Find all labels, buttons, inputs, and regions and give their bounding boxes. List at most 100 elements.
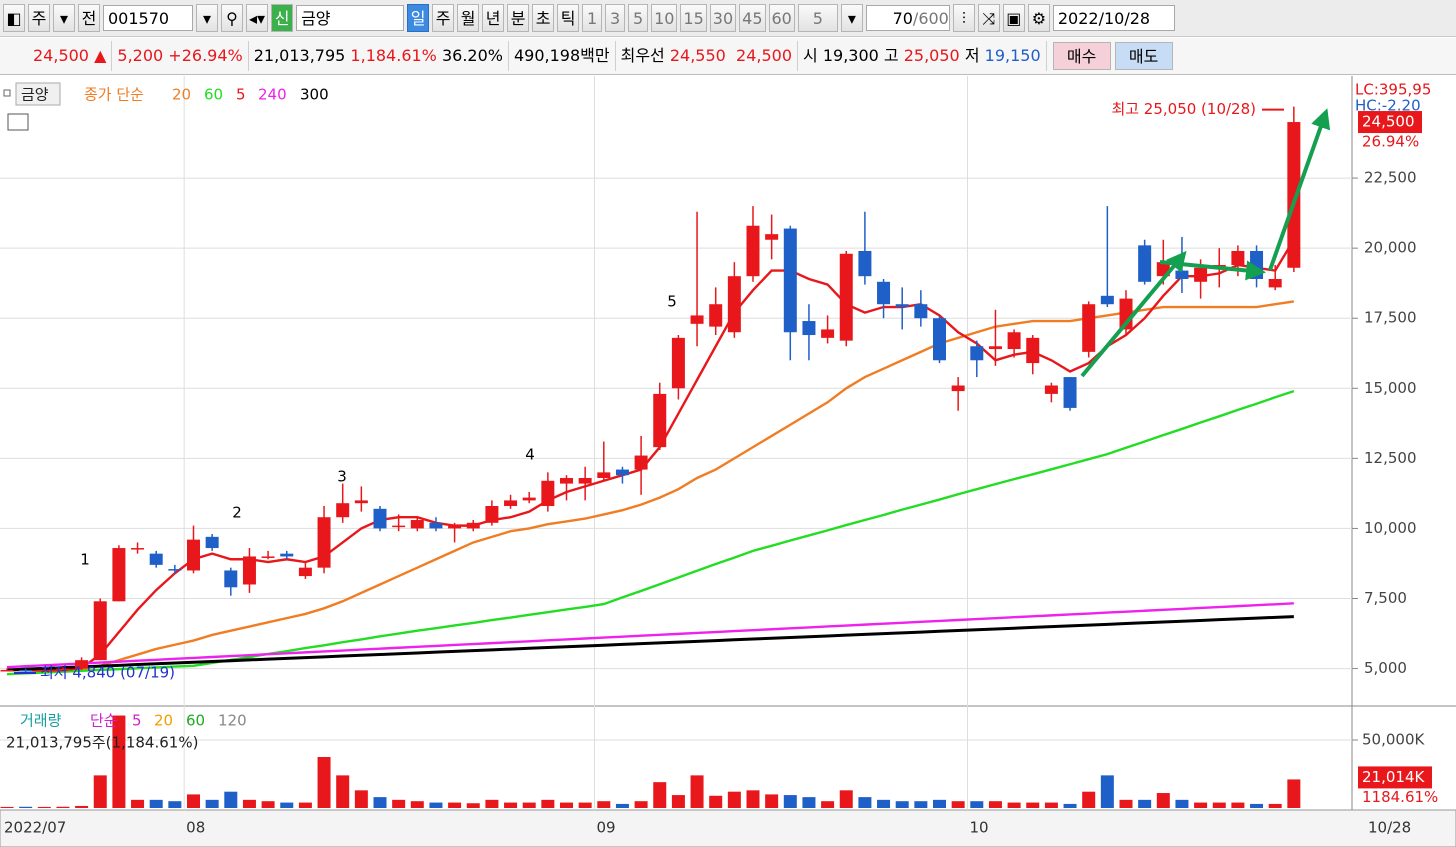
volume-bar [1100,775,1114,808]
candle-body [19,669,33,672]
candle-body [1268,278,1282,288]
interval[interactable]: 5 [628,4,649,32]
interval[interactable]: 10 [651,4,678,32]
period-year[interactable]: 년 [482,4,505,32]
volume: 21,013,795 1,184.61% 36.20% [249,41,509,71]
x-tick-label: 10 [969,819,988,837]
volume-bar [615,803,629,808]
period-month[interactable]: 월 [457,4,480,32]
legend-entry: 5 [132,712,142,730]
interval[interactable]: 15 [680,4,707,32]
volume-bar [485,799,499,808]
volume-bar [671,795,685,808]
settings-button[interactable]: ⚙ [1027,4,1050,32]
dropdown[interactable]: ▾ [196,4,218,32]
volume-bar [541,799,555,808]
bid: 24,500 [736,46,792,65]
high: 25,050 [903,46,960,65]
volume-bar [336,775,350,808]
interval[interactable]: 1 [582,4,603,32]
candle-body [504,500,518,507]
legend-entry: 240 [258,86,287,104]
legend-name: 거래량 [20,712,62,730]
candle-body [877,281,891,305]
y-tick-label: 10,000 [1364,519,1417,537]
volume-bar [168,801,182,808]
x-tick-label: 09 [596,819,615,837]
interval[interactable]: 45 [739,4,766,32]
turnover: 36.20% [441,46,503,65]
search-button[interactable]: ⚲ [221,4,243,32]
candle-body [187,539,200,571]
icon[interactable]: ◧ [3,4,25,32]
sell-button[interactable]: 매도 [1114,42,1173,70]
volume-bar [187,794,200,808]
candle-body [373,508,387,529]
buy-button[interactable]: 매수 [1052,42,1111,70]
tool-button[interactable]: ⫶ [952,4,975,32]
sound-button[interactable]: ◂▾ [246,4,269,32]
volume-bar [1156,793,1170,808]
interval-select[interactable]: 5 [797,4,838,32]
last-volume-box [1358,766,1432,789]
period-day[interactable]: 일 [407,4,430,32]
candle-body [914,304,928,319]
period-tick[interactable]: 틱 [557,4,580,32]
candle-body [839,253,853,341]
period-second[interactable]: 초 [532,4,555,32]
dropdown[interactable]: ▾ [53,4,75,32]
date-input[interactable]: 2022/10/28 [1052,5,1175,31]
volume-bar [951,801,965,808]
arrow [1268,108,1331,271]
volume-bar [765,794,779,808]
label: 고 [883,46,899,65]
candle-body [56,668,70,671]
legend-name: 금양 [21,86,49,104]
volume-bar [93,775,107,808]
name-input[interactable]: 금양 [296,5,405,31]
period-week[interactable]: 주 [432,4,455,32]
volume-bar [131,799,145,808]
candle-body [242,556,256,585]
tool-button[interactable]: ⤨ [977,4,1000,32]
last-volume-change: 1184.61% [1362,788,1438,806]
count-input[interactable]: 70/600 [865,5,950,31]
dropdown[interactable]: ▾ [840,4,863,32]
interval[interactable]: 30 [709,4,737,32]
legend-name-box [15,82,61,106]
change: 5,200 +26.94% [112,41,249,71]
y-tick-label: 7,500 [1364,589,1407,607]
interval[interactable]: 3 [605,4,626,32]
credit-badge[interactable]: 신 [271,4,294,32]
ma-line [7,300,1295,672]
volume-bar [988,801,1002,808]
volume-bar [280,802,294,808]
y-tick-label: 17,500 [1364,309,1417,327]
volume-bar [373,797,387,808]
volume-bar [1119,799,1133,808]
volume-bar [970,801,984,808]
volume-bar [858,797,872,808]
candle-body [75,660,89,669]
candle-body [1026,337,1040,364]
interval[interactable]: 60 [768,4,795,32]
arrow [1159,260,1266,281]
market-select[interactable]: 주 [28,4,50,32]
candle-body [168,569,182,571]
annotation: 2 [232,504,242,522]
legend-entry: 5 [236,86,246,104]
code-input[interactable]: 001570 [103,5,193,31]
save-button[interactable]: ▣ [1002,4,1025,32]
volume-bar [746,790,760,808]
legend-icon [3,89,11,97]
volume-bar [802,797,816,808]
legend-entry: 20 [172,86,191,104]
candle-body [149,553,163,565]
candle-body [1194,267,1208,282]
period-minute[interactable]: 분 [507,4,530,32]
scope-select[interactable]: 전 [78,4,100,32]
candle-body [933,318,946,361]
candle-body [93,601,107,661]
candle-body [653,393,667,448]
